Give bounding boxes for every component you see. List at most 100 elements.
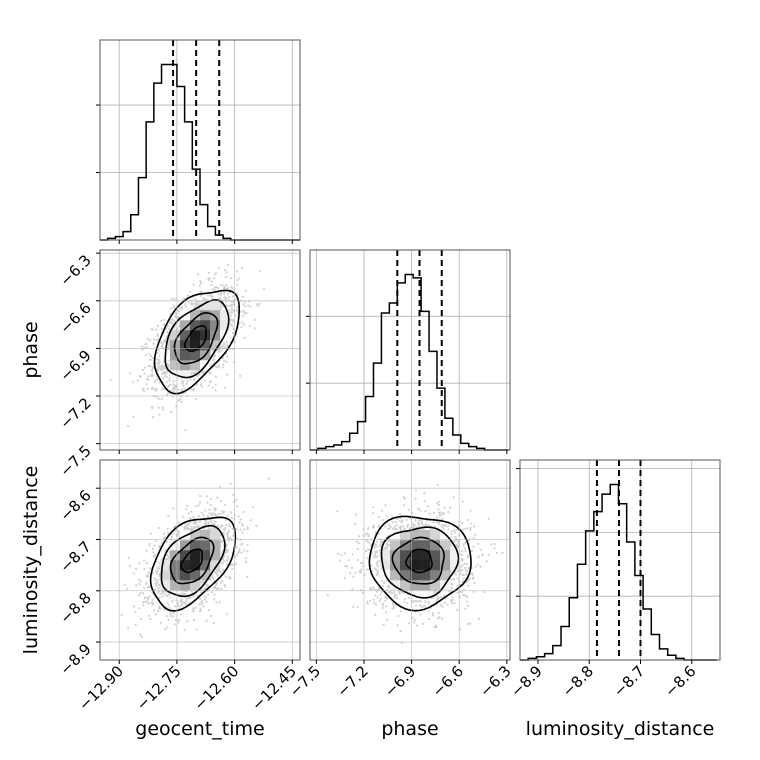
contour-2sigma: [368, 515, 472, 612]
density-cell: [420, 530, 431, 541]
density-cell: [440, 560, 451, 571]
density-cell: [420, 580, 431, 591]
density-cell: [420, 540, 431, 551]
density-cell: [420, 590, 431, 601]
x-tick-label: −6.3: [476, 662, 514, 700]
x-tick-label: −8.8: [559, 662, 597, 700]
contour-2sigma: [149, 516, 237, 612]
density-cell: [400, 530, 411, 541]
density-cell: [170, 580, 181, 591]
density-cell: [410, 550, 421, 561]
x-tick-label: −6.6: [429, 662, 467, 700]
contour-2sigma: [153, 289, 241, 395]
density-cell: [180, 320, 191, 331]
density-cell: [210, 540, 221, 551]
density-cell: [410, 560, 421, 571]
density-cell: [400, 550, 411, 561]
contour-0.5sigma: [183, 325, 207, 353]
density-cell: [200, 300, 211, 311]
density-cell: [450, 560, 461, 571]
density-cell: [190, 530, 201, 541]
density-cell: [210, 300, 221, 311]
density-cell: [420, 550, 431, 561]
y-tick-label: −7.2: [56, 394, 94, 432]
x-axis-label-phase: phase: [381, 718, 438, 740]
density-cell: [160, 560, 171, 571]
y-axis-label-phase: phase: [20, 321, 42, 378]
panel-frame: [309, 459, 511, 661]
density-cell: [180, 580, 191, 591]
scatter-panel-phase-luminosity_distance: [309, 459, 511, 661]
density-cell: [200, 530, 211, 541]
density-cell: [170, 360, 181, 371]
density-cell: [190, 350, 201, 361]
panel-frame: [99, 249, 301, 451]
density-cell: [200, 320, 211, 331]
contour-1sigma: [173, 312, 219, 365]
density-cell: [170, 330, 181, 341]
density-cell: [170, 570, 181, 581]
contour-1.5sigma: [380, 526, 460, 599]
density-cell: [210, 310, 221, 321]
x-tick-label: −12.90: [75, 662, 127, 714]
panel-frame: [99, 459, 301, 661]
density-cell: [190, 320, 201, 331]
density-cell: [190, 550, 201, 561]
x-tick-label: −12.60: [190, 662, 242, 714]
y-axis-label-luminosity_distance: luminosity_distance: [20, 466, 42, 655]
density-cell: [430, 570, 441, 581]
density-cell: [210, 340, 221, 351]
x-axis-label-geocent_time: geocent_time: [135, 718, 264, 740]
x-tick-label: −8.6: [661, 662, 699, 700]
density-cell: [190, 330, 201, 341]
y-tick-label: −8.9: [56, 640, 94, 678]
density-cell: [430, 580, 441, 591]
density-cell: [190, 570, 201, 581]
density-cell: [180, 560, 191, 571]
contour-1.5sigma: [164, 299, 230, 379]
density-cell: [380, 550, 391, 561]
y-tick-label: −8.8: [56, 589, 94, 627]
density-cell: [430, 550, 441, 561]
density-cell: [180, 330, 191, 341]
density-cell: [210, 560, 221, 571]
density-cell: [430, 530, 441, 541]
density-cell: [440, 540, 451, 551]
density-cell: [390, 550, 401, 561]
density-cell: [410, 540, 421, 551]
density-cell: [170, 540, 181, 551]
density-cell: [400, 580, 411, 591]
density-cell: [410, 570, 421, 581]
x-axis-label-luminosity_distance: luminosity_distance: [526, 718, 715, 740]
density-cell: [220, 310, 231, 321]
panel-frame: [519, 459, 721, 661]
density-cell: [160, 570, 171, 581]
density-cell: [180, 550, 191, 561]
contour-1.5sigma: [160, 524, 226, 598]
density-cell: [220, 320, 231, 331]
contour-1sigma: [169, 536, 215, 585]
hist-panel-luminosity_distance: [516, 459, 721, 661]
y-tick-label: −8.7: [56, 538, 94, 576]
density-cell: [210, 550, 221, 561]
density-cell: [160, 580, 171, 591]
density-cell: [190, 560, 201, 571]
contour-0.5sigma: [180, 548, 203, 574]
density-cell: [200, 570, 211, 581]
density-cell: [210, 320, 221, 331]
density-cell: [410, 530, 421, 541]
y-tick-label: −6.9: [56, 347, 94, 385]
panel-frame: [99, 39, 301, 241]
density-cell: [190, 540, 201, 551]
density-cell: [450, 550, 461, 561]
density-cell: [190, 340, 201, 351]
y-tick-label: −6.6: [56, 299, 94, 337]
x-tick-label: −6.9: [381, 662, 419, 700]
density-cell: [420, 570, 431, 581]
panel-bg: [520, 460, 720, 660]
density-cell: [210, 530, 221, 541]
density-cell: [200, 560, 211, 571]
density-cell: [440, 570, 451, 581]
panel-bg: [310, 250, 510, 450]
